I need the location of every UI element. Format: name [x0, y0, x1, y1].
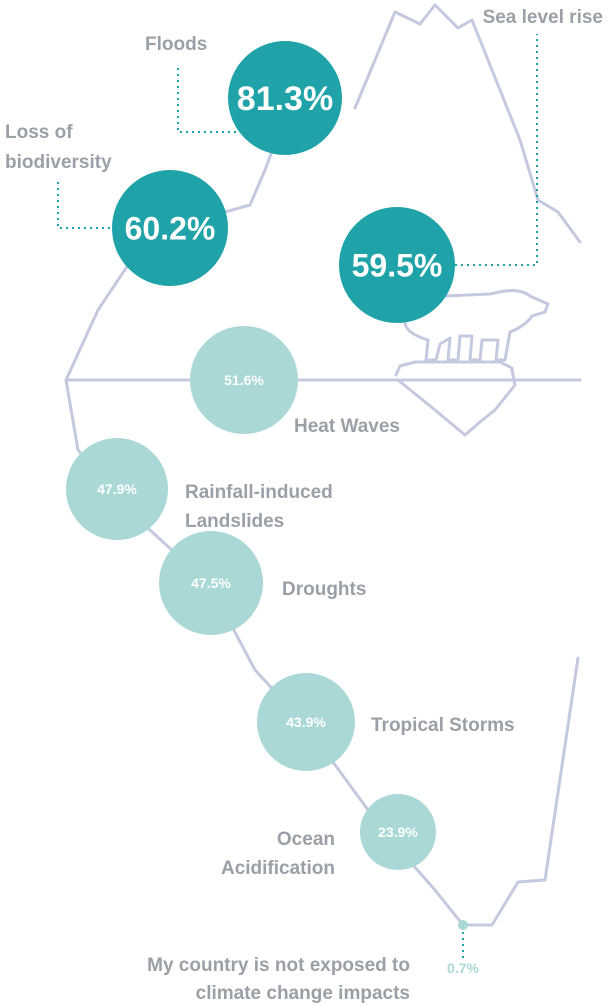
- ice-floe-outline: [394, 360, 516, 384]
- bubble-tropical-storms: [257, 673, 355, 771]
- bubble-loss-of-biodiversity: [112, 170, 228, 286]
- bubble-my-country-is-not-exposed-to-climate-change-impacts: [458, 920, 468, 930]
- category-label-droughts-line-1: Droughts: [282, 579, 366, 600]
- value-label-ocean-acidification: 23.9%: [378, 824, 418, 840]
- value-label-heat-waves: 51.6%: [224, 372, 264, 388]
- category-label-rainfall-induced-landslides-line-2: Landslides: [185, 511, 284, 532]
- value-label-loss-of-biodiversity: 60.2%: [125, 211, 216, 247]
- leader-line-loss-of-biodiversity: [57, 182, 112, 229]
- category-label-my-country-is-not-exposed-to-climate-change-impacts-line-2: climate change impacts: [196, 983, 410, 1004]
- category-label-rainfall-induced-landslides-line-1: Rainfall-induced: [185, 482, 333, 503]
- iceberg-outline: [396, 368, 517, 437]
- category-label-sea-level-rise-line-1: Sea level rise: [483, 7, 603, 28]
- leader-lines: [57, 34, 538, 958]
- category-label-ocean-acidification-line-2: Acidification: [221, 858, 335, 879]
- category-labels: Floods Loss of biodiversity Sea level rise H…: [5, 7, 603, 1004]
- bubble-droughts: [159, 531, 263, 635]
- category-label-my-country-is-not-exposed-to-climate-change-impacts-line-1: My country is not exposed to: [147, 955, 410, 976]
- bubble-ocean-acidification: [360, 794, 436, 870]
- category-label-loss-of-biodiversity-line-1: Loss of: [5, 122, 73, 143]
- zigzag-line: [353, 3, 582, 244]
- leader-line-sea-level-rise: [455, 34, 538, 266]
- bubble-floods: [228, 41, 342, 155]
- value-label-sea-level-rise: 59.5%: [352, 248, 443, 284]
- value-label-rainfall-induced-landslides: 47.9%: [97, 481, 137, 497]
- bubbles: 81.3% 60.2% 59.5% 51.6% 47.9% 47.5% 43.9% 23.9%…: [66, 41, 480, 976]
- category-label-loss-of-biodiversity-line-2: biodiversity: [5, 152, 112, 173]
- bubble-heat-waves: [190, 326, 298, 434]
- category-label-tropical-storms-line-1: Tropical Storms: [371, 715, 515, 736]
- category-label-floods-line-1: Floods: [145, 34, 207, 55]
- category-label-heat-waves-line-1: Heat Waves: [294, 416, 400, 437]
- category-label-ocean-acidification-line-1: Ocean: [277, 829, 335, 850]
- value-label-droughts: 47.5%: [191, 575, 231, 591]
- value-label-floods: 81.3%: [237, 80, 333, 118]
- value-label-tropical-storms: 43.9%: [286, 714, 326, 730]
- value-label-my-country-is-not-exposed-to-climate-change-impacts: 0.7%: [447, 960, 479, 976]
- bubble-sea-level-rise: [339, 207, 455, 323]
- bubble-rainfall-induced-landslides: [66, 438, 168, 540]
